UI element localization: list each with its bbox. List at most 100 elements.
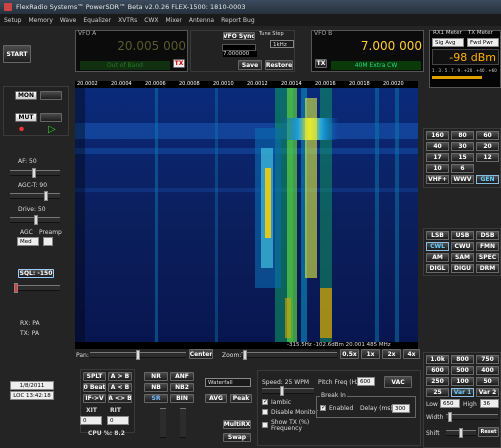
menu-memory[interactable]: Memory <box>28 16 53 24</box>
menu-cwx[interactable]: CWX <box>144 16 159 24</box>
filter-25-button[interactable]: 25 <box>426 388 449 397</box>
nr-button[interactable]: NR <box>144 372 168 381</box>
nb-button[interactable]: NB <box>144 383 168 392</box>
menu-wave[interactable]: Wave <box>59 16 77 24</box>
vfo-a-tx-button[interactable]: TX <box>173 59 185 68</box>
multirx-button[interactable]: MultiRX <box>223 420 251 429</box>
band-60-button[interactable]: 60 <box>476 131 499 140</box>
mode-spec-button[interactable]: SPEC <box>476 253 499 262</box>
mode-cwu-button[interactable]: CWU <box>451 242 474 251</box>
zoom-4x-button[interactable]: 4x <box>403 349 420 359</box>
break-in-enabled-checkbox[interactable] <box>320 404 326 411</box>
disable-monitor-checkbox[interactable] <box>262 409 268 415</box>
swap-button[interactable]: Swap <box>223 433 251 442</box>
af-slider[interactable] <box>10 168 60 178</box>
play-icon[interactable]: ▷ <box>48 124 56 135</box>
filter-800-button[interactable]: 800 <box>451 355 474 364</box>
filter-600-button[interactable]: 600 <box>426 366 449 375</box>
agc-select[interactable]: Med <box>17 237 39 246</box>
delay-value[interactable]: 300 <box>392 404 410 413</box>
filter-250-button[interactable]: 250 <box>426 377 449 386</box>
mon-button[interactable]: MON <box>15 91 37 100</box>
record-icon[interactable]: ⏺ <box>19 124 24 135</box>
start-button[interactable]: START <box>3 45 31 63</box>
mode-am-button[interactable]: AM <box>426 253 449 262</box>
filter-reset-button[interactable]: Reset <box>478 427 499 437</box>
zoom-slider[interactable] <box>241 350 337 360</box>
mode-digl-button[interactable]: DIGL <box>426 264 449 273</box>
sr-button[interactable]: SR <box>144 394 168 403</box>
show-tx-checkbox[interactable] <box>262 422 268 428</box>
menu-xvtrs[interactable]: XVTRs <box>118 16 138 24</box>
vfo-sync-button[interactable]: VFO Sync <box>223 32 255 40</box>
band-30-button[interactable]: 30 <box>451 142 474 151</box>
vac-button[interactable]: VAC <box>384 376 412 388</box>
cw-speed-slider[interactable] <box>262 386 314 396</box>
tx-meter-mode[interactable]: Fwd Pwr <box>467 38 499 47</box>
display-mode-select[interactable]: Waterfall <box>205 378 251 387</box>
mode-drm-button[interactable]: DRM <box>476 264 499 273</box>
center-button[interactable]: Center <box>189 349 213 359</box>
swap-ab-button[interactable]: A <> B <box>108 394 132 403</box>
band-gen-button[interactable]: GEN <box>476 175 499 184</box>
mode-usb-button[interactable]: USB <box>451 231 474 240</box>
mode-digu-button[interactable]: DIGU <box>451 264 474 273</box>
b-to-a-button[interactable]: A < B <box>108 383 132 392</box>
band-20-button[interactable]: 20 <box>476 142 499 151</box>
band-160-button[interactable]: 160 <box>426 131 449 140</box>
split-button[interactable]: SPLT <box>83 372 106 381</box>
pan-slider[interactable] <box>90 350 186 360</box>
zero-beat-button[interactable]: 0 Beat <box>83 383 106 392</box>
pitch-value[interactable]: 600 <box>357 377 375 386</box>
band-15-button[interactable]: 15 <box>451 153 474 162</box>
vfo-a-frequency[interactable]: 20.005 000 <box>117 39 186 53</box>
band-12-button[interactable]: 12 <box>476 153 499 162</box>
band-10-button[interactable]: 10 <box>426 164 449 173</box>
vfo-b-frequency[interactable]: 7.000 000 <box>360 39 422 53</box>
avg-button[interactable]: AVG <box>205 394 227 403</box>
rx-gain-slider[interactable] <box>160 408 166 438</box>
xit-value[interactable]: 0 <box>80 416 102 425</box>
zoom-0-5x-button[interactable]: 0.5x <box>340 349 359 359</box>
filter-shift-slider[interactable] <box>446 428 476 438</box>
band-80-button[interactable]: 80 <box>451 131 474 140</box>
anf-button[interactable]: ANF <box>170 372 194 381</box>
save-button[interactable]: Save <box>238 60 262 70</box>
filter-low-value[interactable]: 650 <box>440 399 460 408</box>
zoom-1x-button[interactable]: 1x <box>361 349 380 359</box>
menu-equalizer[interactable]: Equalizer <box>83 16 112 24</box>
filter-1k-button[interactable]: 1.0k <box>426 355 449 364</box>
bin-button[interactable]: BIN <box>170 394 194 403</box>
filter-var2-button[interactable]: Var 2 <box>476 388 499 397</box>
menu-mixer[interactable]: Mixer <box>165 16 182 24</box>
a-to-b-button[interactable]: A > B <box>108 372 132 381</box>
if-to-v-button[interactable]: IF->V <box>83 394 106 403</box>
menu-report-bug[interactable]: Report Bug <box>221 16 255 24</box>
menu-setup[interactable]: Setup <box>4 16 22 24</box>
band-17-button[interactable]: 17 <box>426 153 449 162</box>
filter-500-button[interactable]: 500 <box>451 366 474 375</box>
band-vhf-button[interactable]: VHF+ <box>426 175 449 184</box>
filter-high-value[interactable]: 36 <box>480 399 499 408</box>
band-wwv-button[interactable]: WWV <box>451 175 474 184</box>
iambic-checkbox[interactable] <box>262 398 268 405</box>
rx-meter-mode[interactable]: Sig Avg <box>432 38 464 47</box>
vfo-b-tx-button[interactable]: TX <box>315 59 327 68</box>
waterfall-display[interactable] <box>75 88 418 343</box>
mon-aux-button[interactable] <box>40 91 62 100</box>
mode-lsb-button[interactable]: LSB <box>426 231 449 240</box>
filter-var1-button[interactable]: Var 1 <box>451 388 474 397</box>
mut-aux-button[interactable] <box>40 113 62 122</box>
mode-fmn-button[interactable]: FMN <box>476 242 499 251</box>
filter-width-slider[interactable] <box>446 412 498 422</box>
mut-button[interactable]: MUT <box>15 113 37 122</box>
band-40-button[interactable]: 40 <box>426 142 449 151</box>
sql-slider[interactable] <box>14 283 60 293</box>
restore-button[interactable]: Restore <box>265 60 293 70</box>
nb2-button[interactable]: NB2 <box>170 383 194 392</box>
mode-dsb-button[interactable]: DSB <box>476 231 499 240</box>
mode-sam-button[interactable]: SAM <box>451 253 474 262</box>
band-6-button[interactable]: 6 <box>451 164 474 173</box>
mode-cwl-button[interactable]: CWL <box>426 242 449 251</box>
sql-button[interactable]: SQL: -150 <box>18 269 54 278</box>
